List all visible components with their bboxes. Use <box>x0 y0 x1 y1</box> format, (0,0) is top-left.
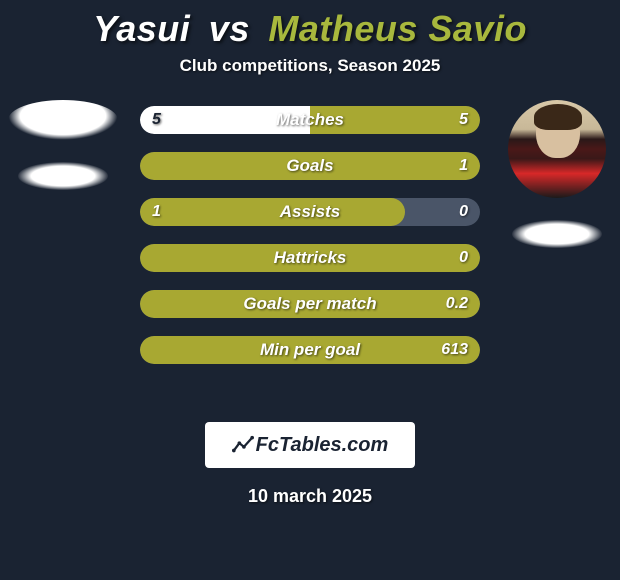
stat-row: Assists1 0 <box>140 198 480 226</box>
stat-value-left: 5 <box>152 111 161 129</box>
player1-avatar <box>8 100 118 140</box>
subtitle: Club competitions, Season 2025 <box>0 56 620 76</box>
player1-team-badge <box>18 162 108 190</box>
comparison-main: Matches55Goals1Assists10Hattricks0Goals … <box>0 106 620 406</box>
stat-label: Matches <box>140 110 480 130</box>
brand-text: FcTables.com <box>256 434 389 457</box>
vs-label: vs <box>209 8 250 49</box>
stat-value-right: 0 <box>459 249 468 267</box>
footer-badge: FcTables.com <box>205 422 415 468</box>
stat-row: Goals1 <box>140 152 480 180</box>
stat-value-left: 1 <box>152 203 161 221</box>
stat-value-right: 5 <box>459 111 468 129</box>
stat-bars: Matches55Goals1Assists10Hattricks0Goals … <box>140 106 480 364</box>
player2-team-badge <box>512 220 602 248</box>
stat-value-right: 0 <box>459 203 468 221</box>
date-label: 10 march 2025 <box>0 486 620 507</box>
player1-column <box>8 100 118 190</box>
title-row: Yasui vs Matheus Savio Club competitions… <box>0 0 620 76</box>
player2-column <box>502 100 612 248</box>
stat-label: Min per goal <box>140 340 480 360</box>
player2-avatar <box>508 100 606 198</box>
stat-label: Assists <box>140 202 480 222</box>
stat-row: Hattricks0 <box>140 244 480 272</box>
player1-name: Yasui <box>93 8 190 49</box>
stat-label: Goals per match <box>140 294 480 314</box>
stat-row: Min per goal613 <box>140 336 480 364</box>
stat-row: Matches5 5 <box>140 106 480 134</box>
stat-value-right: 0.2 <box>446 295 468 313</box>
player2-name: Matheus Savio <box>268 8 527 49</box>
chart-icon <box>232 434 254 456</box>
stat-label: Goals <box>140 156 480 176</box>
stat-row: Goals per match0.2 <box>140 290 480 318</box>
stat-label: Hattricks <box>140 248 480 268</box>
brand-logo: FcTables.com <box>232 434 389 457</box>
page-title: Yasui vs Matheus Savio <box>0 8 620 50</box>
stat-value-right: 1 <box>459 157 468 175</box>
stat-value-right: 613 <box>441 341 468 359</box>
